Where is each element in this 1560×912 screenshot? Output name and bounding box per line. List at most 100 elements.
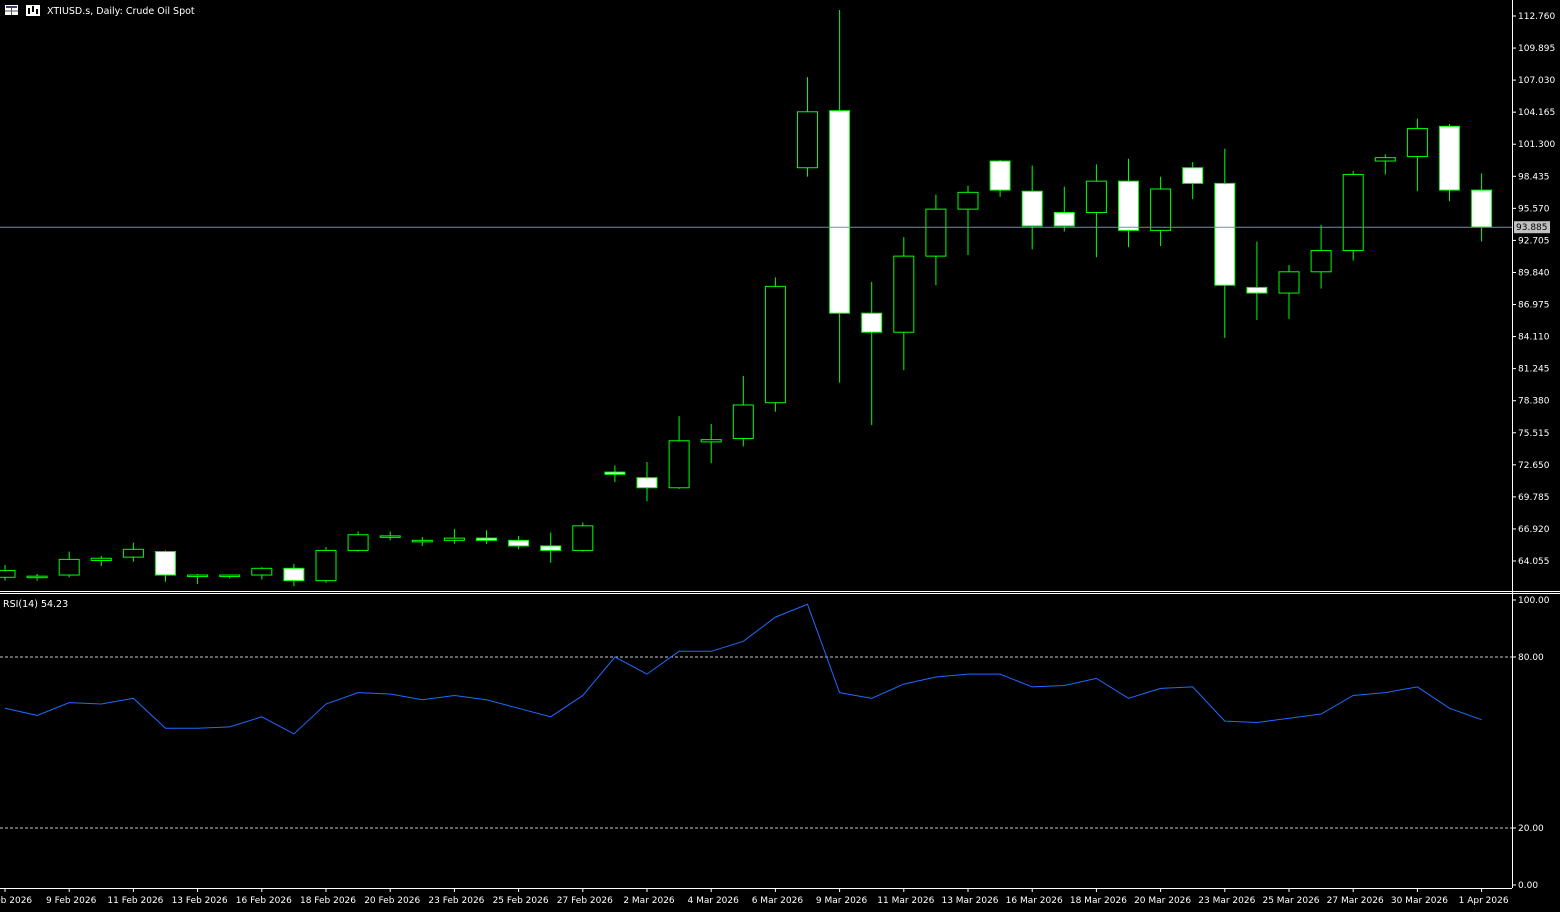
candle-body <box>764 285 786 404</box>
rsi-tick-label: 80.00 <box>1518 653 1544 663</box>
candle <box>1278 265 1300 319</box>
candle <box>700 423 722 464</box>
candle <box>379 531 401 541</box>
candle <box>476 530 497 544</box>
price-tick-label: 98.435 <box>1518 172 1550 182</box>
time-tick-label: 9 Feb 2026 <box>46 896 97 906</box>
time-tick-label: 25 Mar 2026 <box>1262 896 1319 906</box>
candle-body <box>989 160 1011 191</box>
candle-body <box>1471 189 1493 228</box>
candle-body <box>540 545 562 551</box>
rsi-tick-label: 20.00 <box>1518 824 1544 834</box>
candle-body <box>1118 180 1139 231</box>
candle-body <box>957 191 979 210</box>
price-tick-label: 101.300 <box>1518 140 1555 150</box>
candle-body <box>122 548 144 558</box>
candle <box>1246 241 1268 320</box>
chart-title: XTIUSD.s, Daily: Crude Oil Spot <box>47 6 195 17</box>
candle <box>861 281 883 426</box>
rsi-axis: 100.00 80.00 20.00 0.00 <box>0 596 1550 891</box>
candle <box>315 547 337 583</box>
candle-body <box>925 208 947 257</box>
candle-body <box>1214 182 1236 286</box>
time-tick-label: 25 Feb 2026 <box>493 896 549 906</box>
candle-body <box>476 537 497 541</box>
rsi-series <box>4 603 1482 735</box>
price-tick-label: 78.380 <box>1518 397 1550 407</box>
time-tick-label: 23 Feb 2026 <box>428 896 484 906</box>
price-tick-label: 107.030 <box>1518 76 1555 86</box>
candle <box>26 573 48 581</box>
candle <box>219 574 241 579</box>
candle <box>1150 176 1172 247</box>
candle-body <box>26 575 48 579</box>
time-tick-label: 23 Mar 2026 <box>1198 896 1255 906</box>
time-tick-label: 9 Mar 2026 <box>816 896 868 906</box>
candle <box>1053 186 1075 232</box>
price-tick-label: 89.840 <box>1518 268 1550 278</box>
candle <box>443 529 465 544</box>
candle <box>797 77 818 177</box>
candle-body <box>1406 128 1428 158</box>
candle-body <box>187 574 209 578</box>
candle-body <box>1342 173 1364 252</box>
time-tick-label: 6 Feb 2026 <box>0 896 32 906</box>
current-price-line: 93.885 <box>0 221 1550 234</box>
candle-body <box>893 255 915 333</box>
candle <box>58 551 80 578</box>
candle-body <box>1021 190 1043 227</box>
candle <box>155 550 176 582</box>
price-tick-label: 69.785 <box>1518 493 1550 503</box>
candle <box>122 542 144 562</box>
candle-body <box>700 439 722 443</box>
candle <box>1342 171 1364 261</box>
time-tick-label: 6 Mar 2026 <box>752 896 804 906</box>
candle-body <box>443 537 465 541</box>
price-tick-label: 84.110 <box>1518 333 1550 343</box>
candle <box>1374 154 1396 175</box>
candle <box>1310 224 1332 289</box>
candle <box>508 535 530 550</box>
candle <box>1118 158 1139 248</box>
candle-body <box>1374 157 1396 162</box>
time-tick-label: 16 Feb 2026 <box>236 896 292 906</box>
candle <box>1021 165 1043 250</box>
time-tick-label: 16 Mar 2026 <box>1006 896 1063 906</box>
candle-body <box>797 111 818 169</box>
time-tick-label: 1 Apr 2026 <box>1459 896 1509 906</box>
candle <box>90 556 112 567</box>
price-tick-label: 112.760 <box>1518 12 1555 22</box>
price-tick-label: 104.165 <box>1518 108 1555 118</box>
candle <box>1406 118 1428 192</box>
current-price-label: 93.885 <box>1516 223 1548 233</box>
candle-body <box>861 312 883 333</box>
candle <box>572 522 594 552</box>
candle <box>764 277 786 412</box>
candle-body <box>251 567 273 576</box>
price-tick-label: 86.975 <box>1518 301 1550 311</box>
candle <box>957 185 979 256</box>
candle-body <box>379 535 401 538</box>
time-axis: 6 Feb 2026 9 Feb 2026 11 Feb 2026 13 Feb 20… <box>0 888 1509 906</box>
candle-body <box>1150 188 1172 231</box>
candle-body <box>636 477 658 489</box>
candle <box>283 563 305 587</box>
candlestick-chart-icon[interactable] <box>26 5 40 16</box>
candle-body <box>1053 211 1075 227</box>
candle-body <box>604 471 626 475</box>
time-tick-label: 11 Feb 2026 <box>107 896 163 906</box>
candle-body <box>347 534 369 551</box>
candle-body <box>668 440 690 489</box>
pane-frames <box>0 0 1560 889</box>
candle <box>989 159 1011 197</box>
candle-body <box>1246 286 1268 294</box>
price-tick-label: 64.055 <box>1518 557 1550 567</box>
candle-body <box>155 551 176 576</box>
grid-icon[interactable] <box>5 5 18 15</box>
candle-body <box>732 404 754 440</box>
candle-body <box>283 567 305 582</box>
candle-body <box>1278 271 1300 294</box>
candle <box>604 465 626 483</box>
candle <box>668 416 690 489</box>
